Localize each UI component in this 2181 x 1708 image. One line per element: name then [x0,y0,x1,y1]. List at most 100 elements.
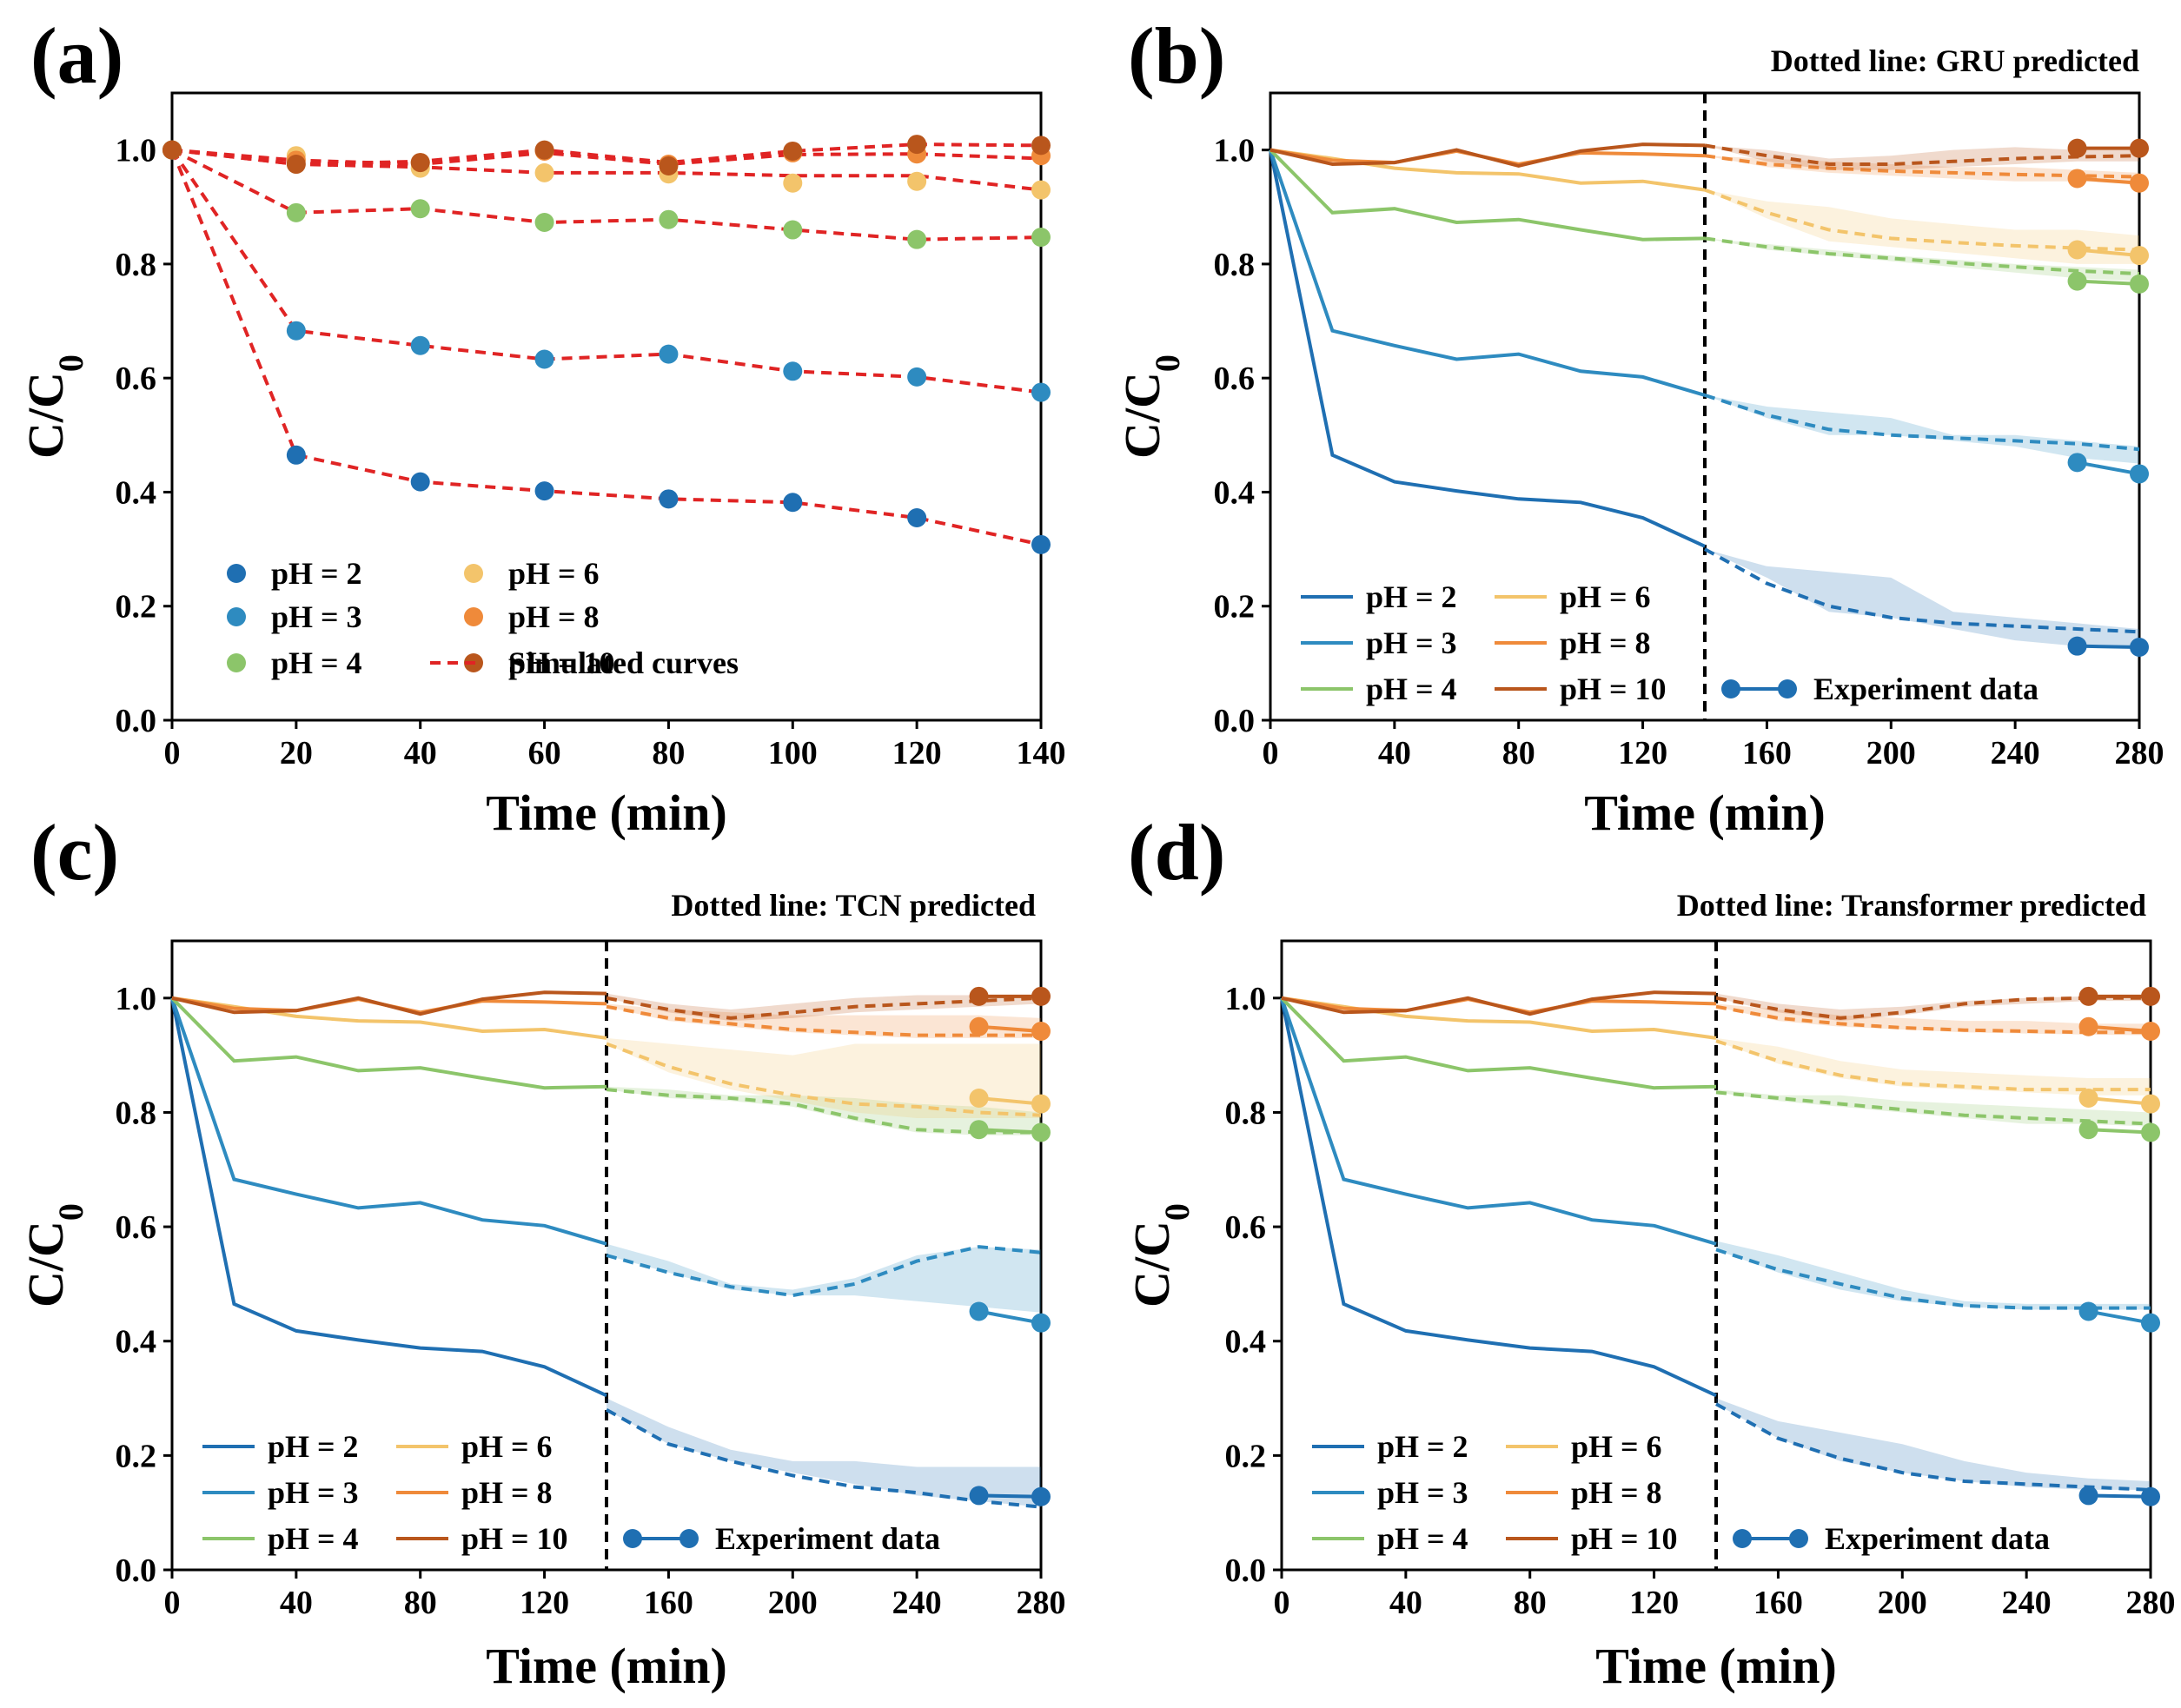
experiment-line [2088,1309,2151,1325]
data-point [534,481,554,501]
legend-marker [1733,1529,1752,1548]
x-tick-label: 0 [164,735,181,771]
x-tick-label: 40 [1389,1585,1422,1621]
x-tick-label: 140 [1017,735,1066,771]
legend: pH = 2 pH = 3 pH = 4 pH = 6 pH = 8 pH = 10 Exp… [202,1429,940,1556]
data-point [534,140,554,160]
x-tick-label: 60 [528,735,561,771]
predicted-line [1704,547,2140,634]
y-tick-label: 0.2 [116,589,157,626]
x-axis-title: Time (min) [1595,1638,1837,1694]
x-tick-label: 120 [520,1585,569,1621]
y-axis-title-subscript: 0 [51,354,90,372]
predicted-line [1715,1090,2151,1126]
x-axis-title: Time (min) [1584,784,1826,841]
data-point [783,173,803,193]
data-point [286,445,306,465]
prediction-band [607,1037,1041,1118]
x-axis-title: Time (min) [486,784,727,841]
prediction-band [1716,1037,2151,1096]
legend-label: Experiment data [1825,1521,2050,1556]
experiment-line [978,1493,1042,1499]
experiment-point [2078,1301,2098,1321]
data-point [286,202,306,222]
chart-panel-d: (d) Dotted line: Transformer predicted 0 40… [1124,808,2176,1694]
x-tick-label: 20 [280,735,313,771]
y-tick-label: 0.4 [1225,1324,1267,1360]
legend-label: pH = 6 [508,556,600,591]
y-tick-label: 0.6 [116,1209,157,1246]
experiment-point [2141,1122,2160,1142]
experiment-point [2141,1486,2160,1506]
experiment-point [1031,1122,1051,1142]
measured-line [1280,996,1717,1090]
x-tick-label: 0 [1274,1585,1290,1621]
x-tick-label: 80 [404,1585,437,1621]
x-axis-title: Time (min) [486,1638,727,1694]
y-tick-label: 1.0 [1214,133,1256,169]
predicted-line [606,1042,1042,1117]
experiment-point [2078,1016,2098,1036]
x-tick-label: 100 [768,735,818,771]
legend-label: pH = 8 [508,599,600,634]
x-tick-label: 80 [1502,735,1535,771]
experiment-point [1031,1313,1051,1333]
measured-line [1269,142,1706,169]
legend-label: pH = 6 [1571,1429,1662,1464]
experiment-line [2088,1493,2151,1499]
simulated-curve [171,148,1042,167]
measured-line [1281,990,1717,1016]
y-tick-label: 0.6 [1214,361,1256,397]
predicted-line [606,1407,1042,1509]
prediction-band [1716,1241,2151,1310]
experiment-point [969,1301,989,1321]
experiment-point [2130,637,2149,657]
panel-label: (a) [30,11,123,100]
measured-line [1280,997,1717,1246]
measured-line [1269,149,1706,242]
data-point [286,155,306,175]
legend: pH = 2 pH = 3 pH = 4 pH = 6 pH = 8 pH = 10Sim… [227,556,739,680]
experiment-point [2078,1486,2098,1506]
legend-label: pH = 8 [1560,626,1651,660]
y-tick-label: 0.0 [116,703,157,739]
data-point [907,171,927,191]
x-tick-label: 200 [1878,1585,1927,1621]
x-tick-label: 160 [1753,1585,1803,1621]
experiment-line [2077,176,2140,185]
x-tick-label: 0 [1263,735,1279,771]
data-point [783,141,803,161]
data-point [410,472,430,492]
x-tick-label: 280 [1017,1585,1066,1621]
experiment-point [2078,1089,2098,1108]
y-tick-label: 0.8 [1214,247,1256,283]
experiment-point [2130,274,2149,294]
legend-label: pH = 10 [1571,1521,1678,1556]
y-tick-label: 1.0 [1225,981,1267,1017]
experiment-line [978,1309,1042,1325]
data-point [659,489,679,509]
legend-label: pH = 8 [461,1475,553,1510]
data-point [907,367,927,387]
predicted-line [1704,236,2140,276]
y-tick-label: 1.0 [116,981,157,1017]
prediction-band [1716,1398,2151,1490]
measured-line [1269,149,1706,397]
chart-panel-a: (a) 0 20 40 60 80 100 120 140 0.0 0.2 0.4 0.6 0.8 1.0 T… [17,11,1066,841]
data-point [659,344,679,364]
predicted-line [606,1245,1042,1298]
measured-line [1280,997,1717,1398]
prediction-band [1705,549,2139,646]
predicted-line [606,996,1042,1020]
x-tick-label: 160 [644,1585,693,1621]
predicted-line [1704,143,2140,166]
experiment-line [978,1096,1042,1106]
experiment-point [969,1089,989,1108]
x-tick-label: 280 [2126,1585,2176,1621]
experiment-point [2141,1021,2160,1041]
chart-panel-c: (c) Dotted line: TCN predicted 0 40 80 120 160… [17,808,1066,1694]
data-point [1031,136,1051,156]
legend-marker [227,653,246,672]
legend-marker [679,1529,699,1548]
measured-line [170,997,607,1246]
